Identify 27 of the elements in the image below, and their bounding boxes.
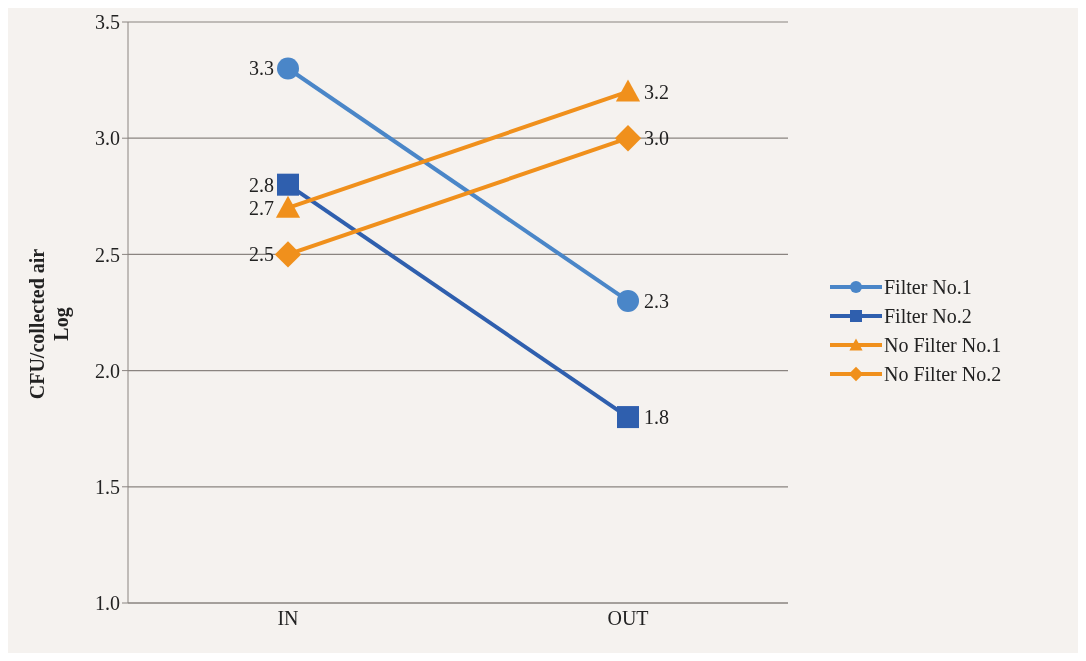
x-tick-label: IN — [277, 607, 299, 630]
data-label: 1.8 — [644, 406, 669, 429]
data-label: 2.7 — [249, 196, 274, 219]
point — [617, 289, 639, 312]
legend-label: No Filter No.2 — [884, 362, 1002, 386]
point — [614, 125, 642, 152]
point — [277, 173, 299, 196]
y-tick-label: 3.5 — [95, 11, 120, 34]
data-label: 3.2 — [644, 80, 669, 103]
y-tick-label: 1.0 — [95, 592, 120, 615]
y-tick-label: 1.5 — [95, 475, 120, 498]
data-label: 2.5 — [249, 243, 274, 266]
x-tick-label: OUT — [607, 607, 649, 630]
point — [277, 57, 299, 80]
legend-label: Filter No.1 — [884, 275, 972, 299]
data-label: 2.8 — [249, 173, 274, 196]
y-tick-label: 2.0 — [95, 359, 120, 382]
point — [617, 406, 639, 429]
legend-label: Filter No.2 — [884, 304, 972, 328]
data-label: 3.0 — [644, 127, 669, 150]
y-tick-label: 3.0 — [95, 127, 120, 150]
y-tick-label: 2.5 — [95, 243, 120, 266]
point — [274, 241, 302, 268]
data-label: 2.3 — [644, 289, 669, 312]
legend-label: No Filter No.1 — [884, 333, 1002, 357]
y-axis-title: CFU/collected air Log — [26, 248, 73, 400]
data-label: 3.3 — [249, 57, 274, 80]
